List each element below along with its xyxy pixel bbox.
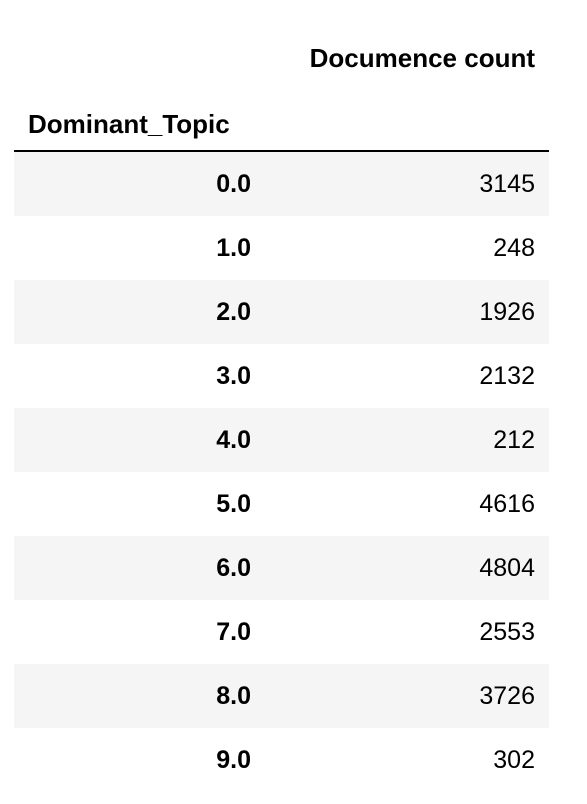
index-name-dominant-topic: Dominant_Topic	[28, 109, 230, 139]
table-body: 0.0 3145 1.0 248 2.0 1926 3.0 2132 4.0 2…	[14, 152, 549, 792]
row-index: 2.0	[216, 298, 251, 326]
table-row: 1.0 248	[14, 216, 549, 280]
table-row: 7.0 2553	[14, 600, 549, 664]
row-value: 302	[493, 746, 535, 774]
row-index: 8.0	[216, 682, 251, 710]
table-row: 8.0 3726	[14, 664, 549, 728]
row-index: 0.0	[216, 170, 251, 198]
table-row: 2.0 1926	[14, 280, 549, 344]
row-index: 6.0	[216, 554, 251, 582]
row-value: 4804	[479, 554, 535, 582]
index-header-row: Dominant_Topic	[14, 92, 549, 152]
row-index: 9.0	[216, 746, 251, 774]
row-value: 3145	[479, 170, 535, 198]
row-value: 1926	[479, 298, 535, 326]
row-value: 2132	[479, 362, 535, 390]
table-row: 5.0 4616	[14, 472, 549, 536]
row-value: 212	[493, 426, 535, 454]
row-index: 3.0	[216, 362, 251, 390]
table-row: 3.0 2132	[14, 344, 549, 408]
column-header-row: Documence count	[14, 0, 549, 92]
row-value: 2553	[479, 618, 535, 646]
row-value: 248	[493, 234, 535, 262]
dataframe-table: Documence count Dominant_Topic 0.0 3145 …	[14, 0, 549, 792]
row-index: 7.0	[216, 618, 251, 646]
row-index: 5.0	[216, 490, 251, 518]
row-value: 4616	[479, 490, 535, 518]
row-index: 1.0	[216, 234, 251, 262]
row-index: 4.0	[216, 426, 251, 454]
table-row: 9.0 302	[14, 728, 549, 792]
table-row: 0.0 3145	[14, 152, 549, 216]
table-row: 6.0 4804	[14, 536, 549, 600]
row-value: 3726	[479, 682, 535, 710]
table-row: 4.0 212	[14, 408, 549, 472]
column-header-document-count: Documence count	[309, 43, 535, 73]
